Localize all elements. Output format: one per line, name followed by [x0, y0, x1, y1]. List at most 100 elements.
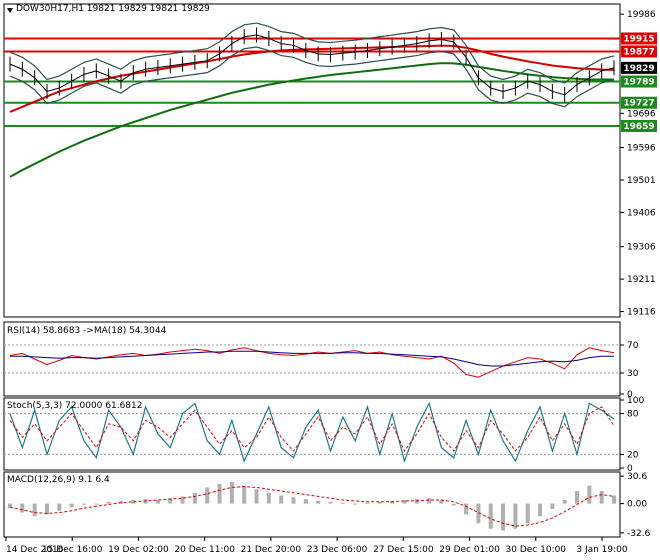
stoch-tick-label-0: 0 — [627, 464, 633, 474]
macd-bar-13 — [168, 498, 173, 504]
price-close-line — [9, 34, 615, 96]
macd-bar-4 — [57, 503, 62, 511]
macd-title: MACD(12,26,9) 9.1 6.4 — [7, 475, 110, 485]
ma-red-line — [9, 44, 615, 113]
macd-bar-27 — [340, 502, 345, 504]
stoch-tick-label-80: 80 — [627, 410, 639, 420]
macd-bar-22 — [279, 495, 284, 504]
rsi-tick-label-0: 0 — [627, 390, 633, 400]
price-tag-box-19877 — [621, 45, 657, 58]
price-tick-label-19211: 19211 — [627, 275, 656, 285]
macd-bar-0 — [8, 503, 12, 509]
macd-bar-18 — [229, 482, 234, 504]
macd-bar-23 — [291, 497, 296, 504]
price-tag-box-19727 — [621, 96, 657, 109]
price-tag-box-19915 — [621, 32, 657, 45]
x-tick-label-4: 21 Dec 20:00 — [241, 545, 302, 555]
macd-bar-16 — [205, 487, 210, 504]
x-tick-label-2: 19 Dec 02:00 — [108, 545, 169, 555]
stoch-title: Stoch(5,3,3) 72.0000 61.6812 — [7, 401, 143, 411]
rsi-tick-label-30: 30 — [627, 369, 639, 379]
pane-frame-1 — [3, 321, 621, 397]
macd-bar-20 — [254, 489, 259, 504]
macd-bar-8 — [106, 501, 111, 504]
macd-bar-5 — [69, 503, 74, 508]
macd-bar-37 — [464, 503, 469, 515]
macd-bar-15 — [192, 492, 197, 504]
price-tick-label-19406: 19406 — [627, 208, 656, 218]
macd-tick-label-30.6: 30.6 — [627, 472, 647, 482]
rsi-ma-line — [10, 350, 614, 367]
ma-green-line — [9, 62, 614, 178]
macd-bar-29 — [365, 502, 370, 504]
macd-bar-43 — [538, 503, 543, 517]
macd-bar-47 — [587, 485, 592, 504]
macd-bar-10 — [131, 500, 136, 504]
macd-bar-21 — [266, 492, 271, 504]
x-tick-label-8: 30 Dec 10:00 — [506, 545, 567, 555]
macd-bar-14 — [180, 496, 185, 504]
price-tag-box-19789 — [621, 75, 657, 88]
rsi-tick-label-70: 70 — [627, 341, 639, 351]
x-tick-label-0: 14 Dec 2016 — [6, 545, 64, 555]
macd-bar-19 — [242, 485, 247, 504]
macd-bar-44 — [550, 503, 555, 509]
macd-tick-label--32.6: -32.6 — [627, 529, 651, 539]
macd-bar-36 — [451, 503, 456, 506]
rsi-title: RSI(14) 58.8683 ->MA(18) 54.3044 — [7, 326, 167, 336]
macd-bar-38 — [476, 503, 481, 524]
x-tick-label-7: 29 Dec 01:00 — [439, 545, 500, 555]
main-chart-title: DOW30H17,H1 19821 19829 19821 19829 — [16, 4, 210, 14]
macd-bar-32 — [402, 500, 407, 504]
x-tick-label-1: 15 Dec 16:00 — [42, 545, 103, 555]
macd-bar-42 — [525, 503, 530, 524]
price-tick-label-19116: 19116 — [627, 308, 656, 318]
macd-bar-6 — [81, 503, 86, 505]
macd-bar-35 — [439, 500, 444, 504]
price-tick-label-19501: 19501 — [627, 176, 656, 186]
stoch-k-line — [9, 401, 615, 464]
macd-bar-40 — [501, 503, 506, 531]
macd-bar-45 — [562, 500, 567, 504]
macd-bar-39 — [488, 503, 493, 529]
macd-bar-46 — [575, 491, 580, 504]
band-lower-line — [9, 46, 615, 108]
price-tick-label-19986: 19986 — [627, 10, 656, 20]
macd-bar-3 — [44, 503, 49, 515]
macd-bar-12 — [155, 500, 160, 504]
stoch-tick-label-100: 100 — [627, 396, 644, 406]
macd-signal-line — [9, 486, 615, 527]
macd-bar-48 — [599, 491, 604, 504]
stoch-d-line — [9, 406, 615, 452]
stoch-tick-label-20: 20 — [627, 450, 639, 460]
price-tick-label-19306: 19306 — [627, 243, 656, 253]
macd-bar-49 — [612, 495, 616, 504]
x-tick-label-6: 27 Dec 15:00 — [373, 545, 434, 555]
macd-bar-41 — [513, 503, 518, 529]
price-tag-label-19727: 19727 — [623, 99, 654, 109]
macd-bar-28 — [353, 503, 358, 505]
price-tag-label-19915: 19915 — [623, 34, 654, 44]
price-tick-label-19596: 19596 — [627, 144, 656, 154]
title-triangle-icon — [7, 8, 13, 13]
pane-frame-0 — [3, 3, 621, 318]
x-tick-label-3: 20 Dec 11:00 — [174, 545, 235, 555]
x-tick-label-5: 23 Dec 06:00 — [307, 545, 368, 555]
macd-bar-26 — [328, 501, 333, 504]
macd-bar-30 — [377, 501, 382, 504]
macd-bar-2 — [32, 503, 37, 517]
x-tick-label-9: 3 Jan 19:00 — [576, 545, 628, 555]
macd-bar-17 — [217, 483, 222, 504]
price-tag-label-19877: 19877 — [623, 47, 654, 57]
price-tag-label-19829: 19829 — [623, 64, 654, 74]
band-upper-line — [9, 22, 615, 84]
macd-bar-7 — [94, 503, 99, 505]
price-tick-label-19696: 19696 — [627, 109, 656, 119]
price-tag-box-19659 — [621, 119, 657, 132]
macd-bar-1 — [20, 503, 25, 513]
macd-bar-25 — [316, 500, 321, 504]
macd-bar-34 — [427, 498, 432, 504]
pane-frame-2 — [3, 397, 621, 471]
price-tag-label-19659: 19659 — [623, 122, 654, 132]
